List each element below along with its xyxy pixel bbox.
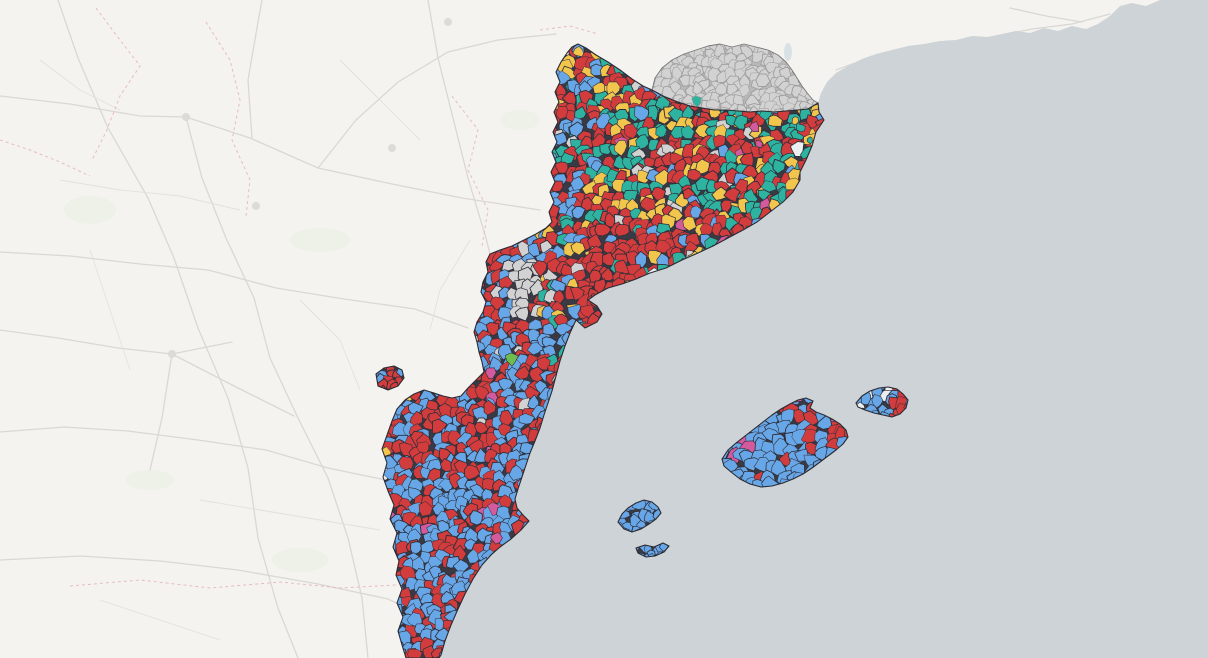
admin-border-line — [451, 95, 489, 247]
municipality-cell — [655, 123, 668, 138]
road-line — [57, 0, 299, 658]
minor-road-line — [299, 299, 361, 391]
minor-road-line — [89, 249, 131, 371]
city-blob — [388, 144, 396, 152]
terrain-patch — [64, 196, 116, 224]
road-line — [427, 0, 501, 296]
municipality-cell — [567, 303, 581, 320]
minor-road-line — [99, 599, 221, 641]
city-blob — [168, 350, 176, 358]
municipality-cell — [755, 73, 771, 88]
municipality-cell — [501, 259, 516, 272]
terrain-patch — [290, 228, 350, 252]
municipality-cell — [587, 233, 603, 250]
city-blob — [444, 18, 452, 26]
road-line — [0, 426, 387, 481]
minor-road-line — [199, 499, 381, 531]
municipality-cell — [508, 464, 524, 481]
admin-border-line — [69, 579, 397, 589]
terrain-patch — [500, 110, 540, 130]
terrain-patch — [126, 470, 174, 490]
municipality-cell — [497, 377, 514, 392]
municipality-cell — [689, 205, 702, 219]
municipality-cell — [524, 386, 541, 399]
municipality-cell — [416, 441, 430, 454]
lagoon — [784, 43, 792, 61]
municipality-cell — [537, 356, 551, 371]
road-line — [149, 353, 173, 471]
municipality-cell — [528, 319, 543, 331]
municipality-cell — [518, 413, 535, 425]
admin-border-line — [91, 7, 141, 161]
municipality-cell — [499, 409, 514, 426]
municipality-cell — [647, 104, 659, 122]
municipality-cell — [527, 242, 541, 257]
municipality-cell — [651, 186, 667, 201]
road-line — [185, 116, 369, 658]
municipality-cell — [767, 114, 783, 127]
municipality-cell — [682, 216, 697, 232]
road-line — [0, 555, 429, 619]
municipality-cell — [483, 399, 497, 416]
municipality-cell — [723, 187, 741, 203]
municipality-cell — [514, 287, 530, 301]
road-line — [0, 251, 469, 329]
municipality-cell — [624, 123, 639, 139]
municipality-cell — [527, 342, 545, 356]
municipality-cell — [772, 158, 786, 175]
municipality-cell — [554, 161, 569, 174]
road-line — [317, 33, 557, 169]
municipality-cell — [469, 510, 483, 526]
municipality-cell — [532, 260, 548, 277]
terrain-patch — [272, 548, 328, 572]
municipality-cell — [594, 223, 612, 237]
admin-border-line — [0, 139, 91, 177]
municipality-cell — [514, 365, 530, 380]
municipality-cell — [464, 464, 481, 480]
road-line — [0, 95, 541, 211]
municipality-cell — [712, 134, 726, 148]
municipality-cell — [790, 141, 805, 158]
municipality-cell — [588, 269, 602, 283]
municipality-cell — [681, 125, 695, 139]
road-line — [247, 0, 263, 139]
road-line — [171, 353, 295, 417]
municipality-cell — [474, 421, 489, 435]
municipality-cell — [488, 356, 503, 372]
road-line — [1009, 7, 1083, 23]
road-line — [0, 329, 233, 355]
minor-road-line — [429, 239, 471, 331]
municipality-cell — [614, 224, 630, 237]
minor-road-line — [39, 59, 121, 111]
sea-layer — [439, 0, 1208, 658]
municipality-cell — [571, 205, 586, 220]
municipality-cell — [474, 385, 490, 401]
minor-road-line — [339, 59, 421, 141]
municipality-cell — [570, 241, 586, 256]
admin-border-line — [205, 21, 251, 217]
minor-road-line — [59, 179, 241, 211]
municipality-cell — [738, 83, 750, 98]
municipality-cell — [746, 105, 761, 112]
city-blob — [182, 113, 190, 121]
city-blob — [252, 202, 260, 210]
admin-border-line — [539, 25, 599, 35]
municipality-cell — [655, 239, 671, 254]
